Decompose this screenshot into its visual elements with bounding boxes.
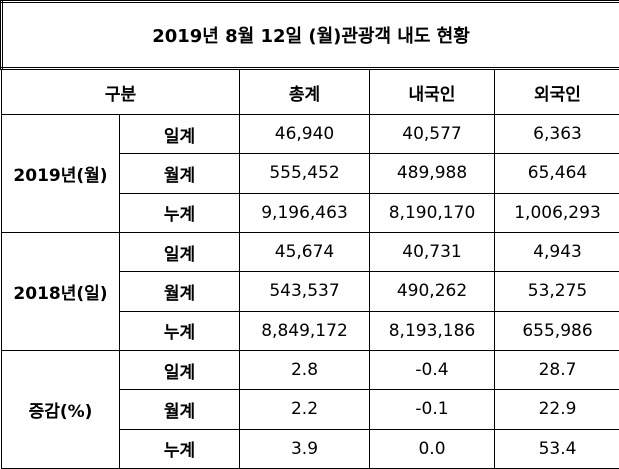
value-cell: 28.7 (494, 349, 619, 391)
value-cell: 543,537 (239, 271, 370, 312)
group-label: 2018년(일) (1, 231, 120, 351)
value-cell: 8,849,172 (239, 310, 370, 351)
table-title: 2019년 8월 12일 (월)관광객 내도 현황 (0, 0, 619, 70)
row-label: 월계 (119, 153, 240, 194)
value-cell: 4,943 (494, 231, 619, 273)
group-label: 2019년(월) (1, 114, 120, 233)
value-cell: 65,464 (494, 153, 619, 194)
value-cell: 9,196,463 (239, 192, 370, 233)
value-cell: 655,986 (494, 310, 619, 351)
value-cell: 6,363 (494, 113, 619, 155)
row-label: 일계 (119, 349, 240, 391)
row-label: 누계 (119, 192, 240, 233)
data-row: 증감(%) 일계 2.8 -0.4 28.7 (1, 349, 619, 469)
header-row: 구분 총계 내국인 외국인 (1, 68, 619, 115)
value-cell: 2.8 (239, 349, 370, 391)
value-cell: 2.2 (239, 389, 370, 430)
header-cell: 외국인 (494, 68, 619, 115)
row-label: 월계 (119, 271, 240, 312)
value-cell: 555,452 (239, 153, 370, 194)
value-cell: 53.4 (494, 428, 619, 469)
data-row: 누계 3.9 0.0 53.4 (2, 428, 619, 469)
header-cell: 총계 (239, 68, 370, 115)
data-row: 월계 2.2 -0.1 22.9 (2, 389, 619, 430)
value-cell: 8,190,170 (369, 192, 495, 233)
header-cell: 구분 (1, 68, 240, 115)
row-label: 월계 (119, 389, 240, 430)
value-cell: 3.9 (239, 428, 370, 469)
value-cell: 489,988 (369, 153, 495, 194)
value-cell: -0.1 (369, 389, 495, 430)
value-cell: 1,006,293 (494, 192, 619, 233)
value-cell: 53,275 (494, 271, 619, 312)
header-cell: 내국인 (369, 68, 495, 115)
value-cell: 45,674 (239, 231, 370, 273)
value-cell: 490,262 (369, 271, 495, 312)
row-label: 일계 (119, 231, 240, 273)
value-cell: -0.4 (369, 349, 495, 391)
data-row: 2018년(일) 일계 45,674 40,731 4,943 (1, 231, 619, 351)
title-row: 2019년 8월 12일 (월)관광객 내도 현황 (0, 0, 619, 70)
row-label: 누계 (119, 428, 240, 469)
value-cell: 22.9 (494, 389, 619, 430)
value-cell: 0.0 (369, 428, 495, 469)
value-cell: 8,193,186 (369, 310, 495, 351)
data-row: 월계 555,452 489,988 65,464 (2, 153, 619, 194)
data-row: 2019년(월) 일계 46,940 40,577 6,363 (1, 113, 619, 233)
row-label: 누계 (119, 310, 240, 351)
group-label: 증감(%) (1, 349, 120, 469)
row-label: 일계 (119, 113, 240, 155)
data-row: 누계 8,849,172 8,193,186 655,986 (2, 310, 619, 351)
value-cell: 46,940 (239, 113, 370, 155)
value-cell: 40,577 (369, 113, 495, 155)
value-cell: 40,731 (369, 231, 495, 273)
